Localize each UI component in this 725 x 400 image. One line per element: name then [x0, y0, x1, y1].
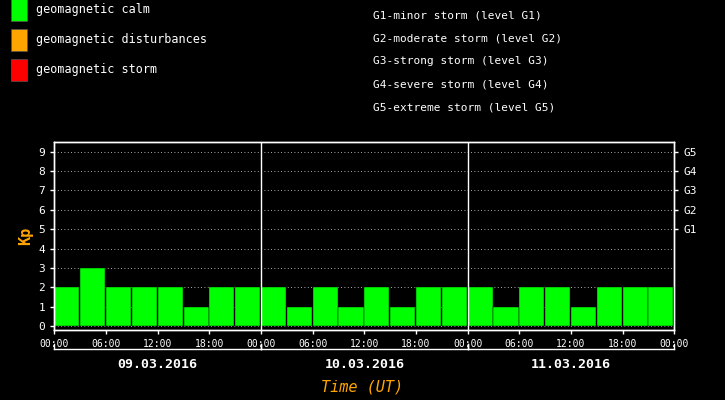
Text: geomagnetic disturbances: geomagnetic disturbances [36, 34, 207, 46]
Text: geomagnetic storm: geomagnetic storm [36, 64, 157, 76]
Bar [519, 287, 544, 326]
Bar [80, 268, 105, 326]
Bar [54, 287, 80, 326]
Bar [623, 287, 647, 326]
Bar [106, 287, 131, 326]
Text: G2-moderate storm (level G2): G2-moderate storm (level G2) [373, 33, 563, 43]
Bar [597, 287, 622, 326]
Bar [364, 287, 389, 326]
Bar [261, 287, 286, 326]
Text: G1-minor storm (level G1): G1-minor storm (level G1) [373, 10, 542, 20]
Bar [416, 287, 441, 326]
Bar [312, 287, 338, 326]
Bar [545, 287, 570, 326]
Text: 09.03.2016: 09.03.2016 [117, 358, 198, 371]
Bar [494, 307, 518, 326]
Text: G5-extreme storm (level G5): G5-extreme storm (level G5) [373, 103, 555, 113]
Bar [648, 287, 674, 326]
Bar [132, 287, 157, 326]
Bar [210, 287, 234, 326]
Text: Time (UT): Time (UT) [321, 379, 404, 394]
Text: 11.03.2016: 11.03.2016 [531, 358, 611, 371]
Text: G3-strong storm (level G3): G3-strong storm (level G3) [373, 56, 549, 66]
Bar [339, 307, 363, 326]
Text: geomagnetic calm: geomagnetic calm [36, 4, 149, 16]
Bar [235, 287, 260, 326]
Bar [468, 287, 493, 326]
Bar [442, 287, 467, 326]
Bar [183, 307, 209, 326]
Bar [571, 307, 596, 326]
Y-axis label: Kp: Kp [18, 227, 33, 245]
Text: 10.03.2016: 10.03.2016 [324, 358, 405, 371]
Bar [157, 287, 183, 326]
Bar [287, 307, 312, 326]
Text: G4-severe storm (level G4): G4-severe storm (level G4) [373, 80, 549, 90]
Bar [390, 307, 415, 326]
